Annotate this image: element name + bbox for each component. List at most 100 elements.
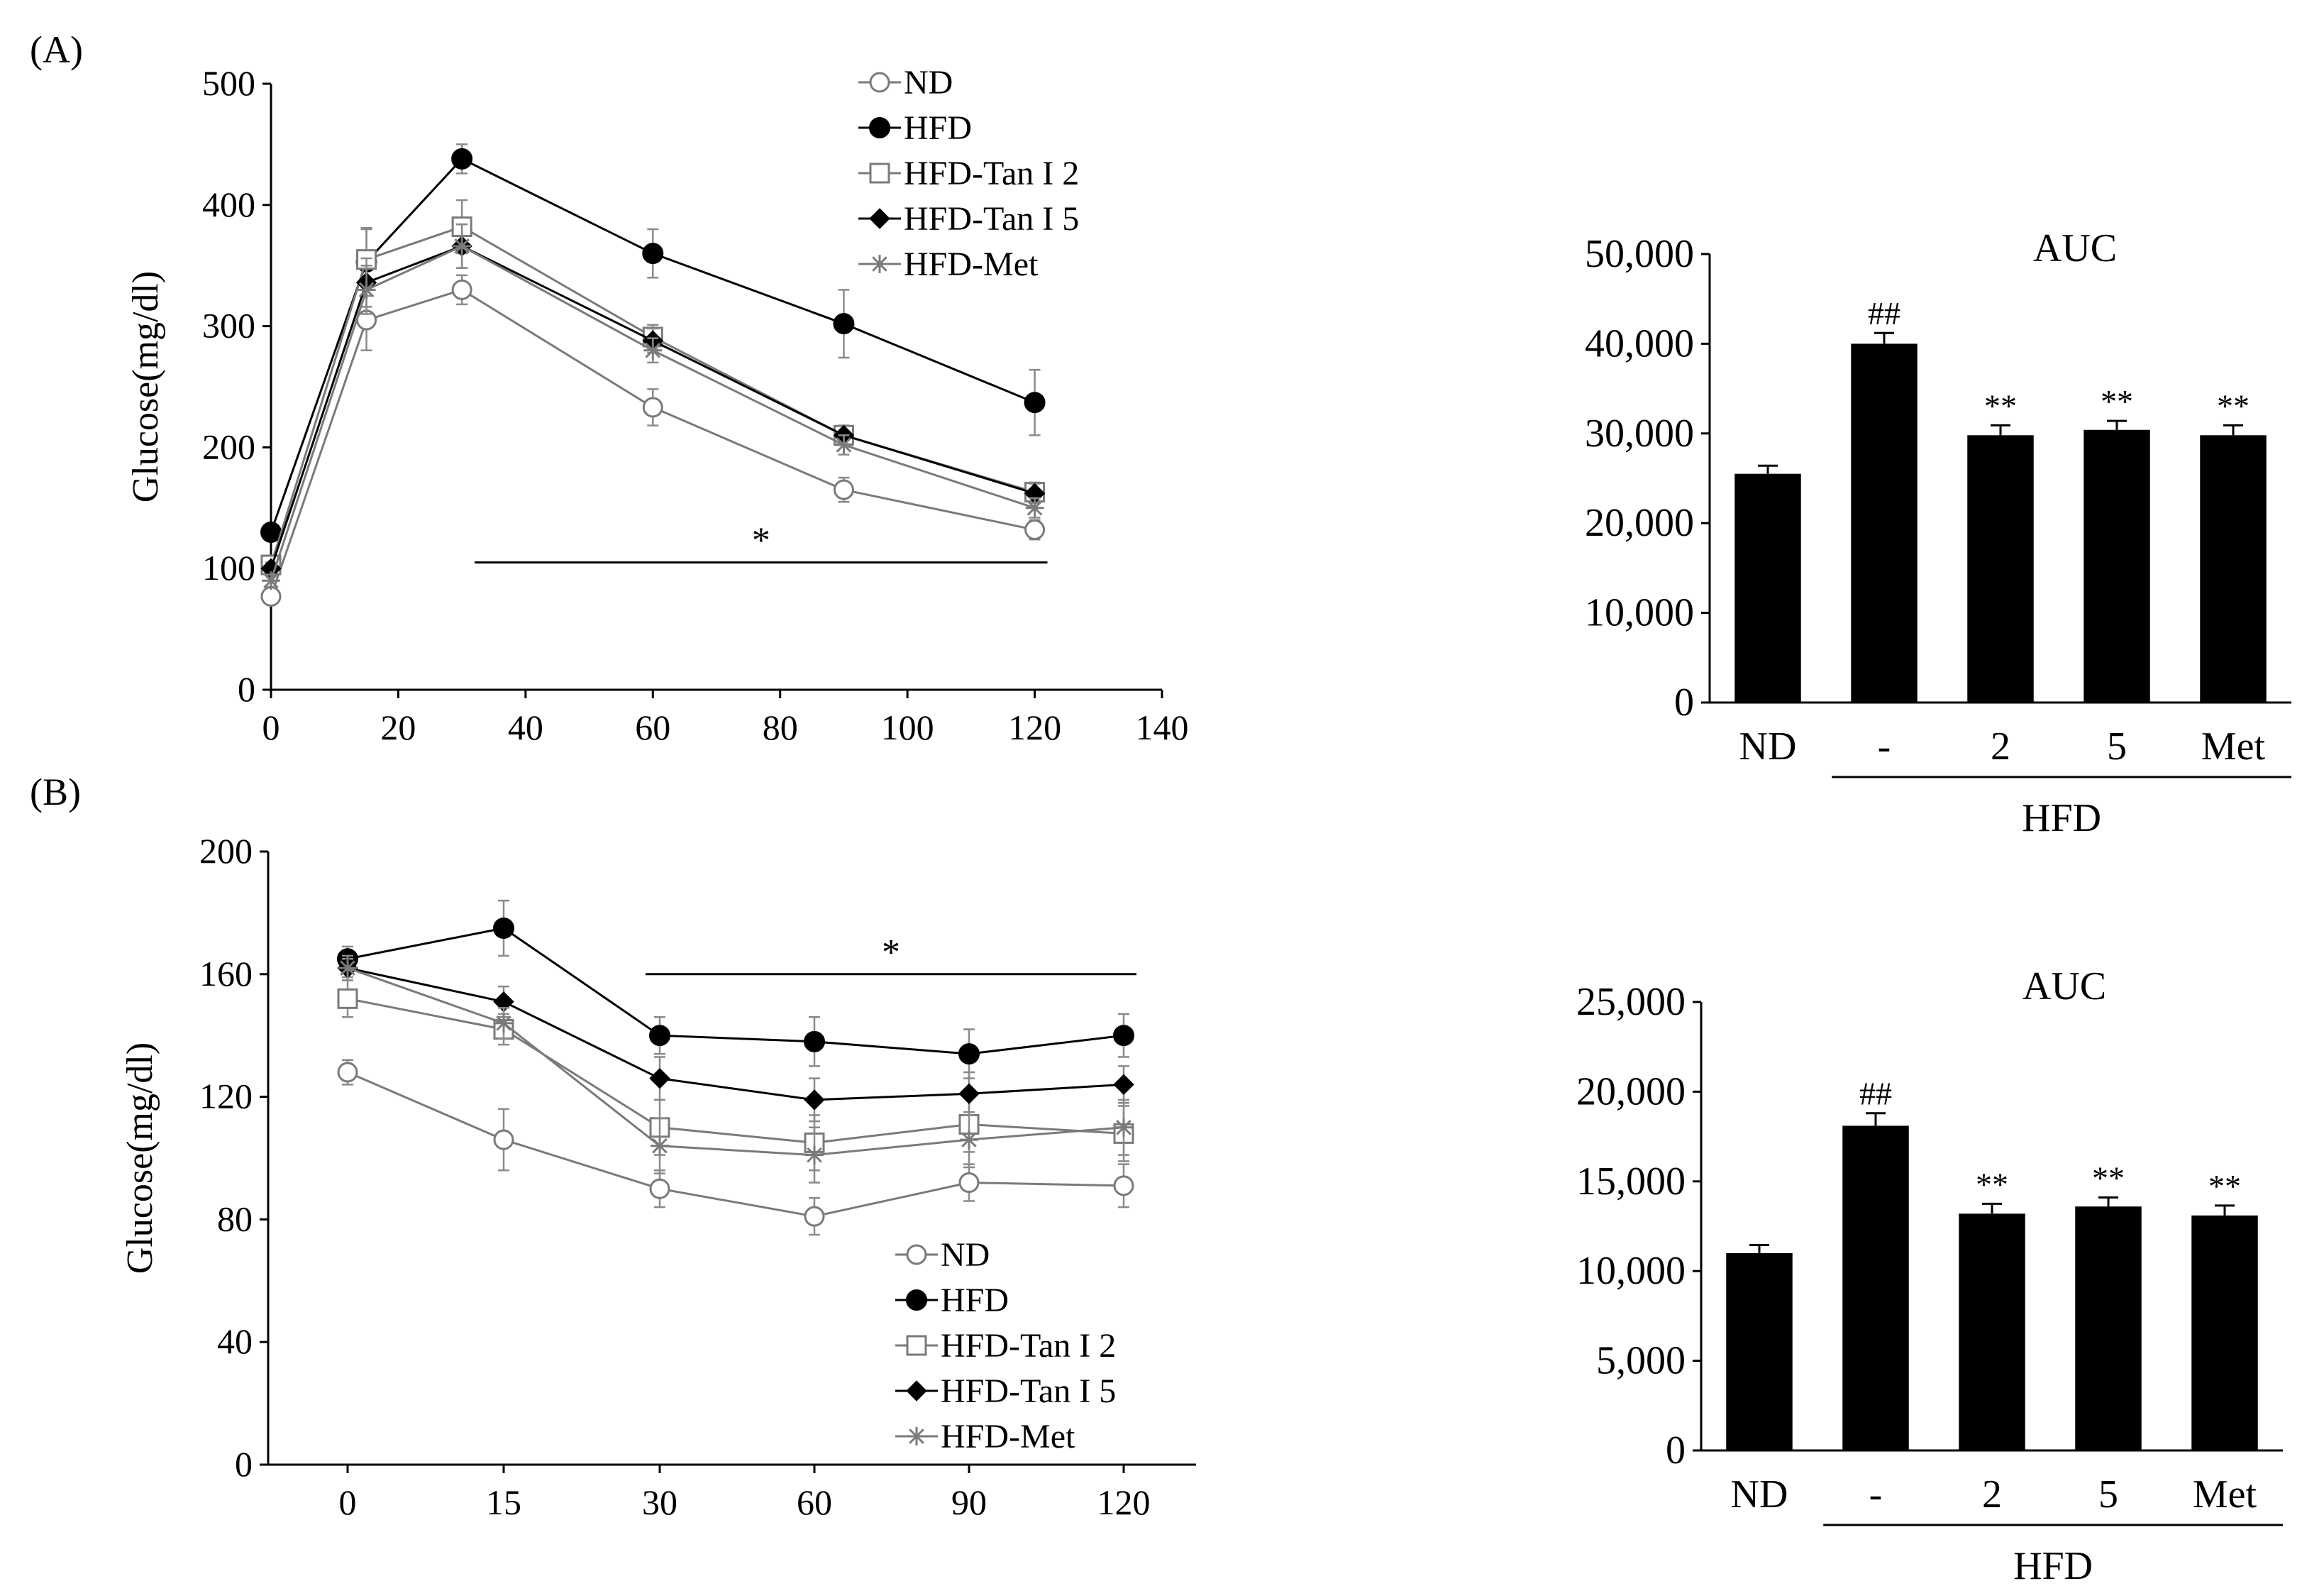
- x-tick-label: 60: [635, 707, 670, 747]
- data-point-hfd-met: [1114, 1118, 1133, 1137]
- data-point-hfd-met: [262, 571, 280, 590]
- x-tick-label: 20: [380, 707, 416, 747]
- data-point-nd: [337, 1062, 358, 1083]
- significance-mark: ##: [1859, 1076, 1892, 1112]
- series-line-hfd-met: [270, 245, 1036, 581]
- category-label: -: [1878, 725, 1891, 769]
- data-point-hfd: [493, 918, 514, 939]
- data-point-hfd-met: [960, 1130, 978, 1150]
- series-nd: [260, 274, 1046, 607]
- legend-marker-hfd-tan-i-2: [869, 163, 890, 184]
- data-point-hfd-met: [651, 1136, 669, 1155]
- y-tick-label: 0: [1666, 1428, 1686, 1472]
- data-point-hfd-met: [494, 1013, 513, 1032]
- data-point-hfd: [649, 1025, 670, 1047]
- series-line-hfd-tan-i-5: [270, 245, 1036, 569]
- chart-title: AUC: [2023, 964, 2106, 1008]
- y-tick-label: 40: [217, 1321, 253, 1361]
- data-point-nd: [642, 397, 663, 418]
- y-tick-label: 30,000: [1585, 412, 1694, 456]
- x-tick-label: 100: [881, 707, 934, 747]
- category-label: 5: [2107, 725, 2127, 769]
- category-label: -: [1869, 1472, 1883, 1516]
- y-tick-label: 200: [202, 426, 255, 466]
- legend-marker-hfd-tan-i-2: [906, 1335, 927, 1356]
- legend-label: HFD-Tan I 2: [941, 1327, 1116, 1365]
- legend-label: HFD-Tan I 5: [941, 1372, 1116, 1410]
- significance-mark: **: [2092, 1160, 2125, 1196]
- category-label: 5: [2098, 1472, 2118, 1516]
- legend-marker-hfd: [869, 117, 890, 138]
- bar-nd: [1734, 473, 1801, 703]
- data-point-hfd: [642, 243, 664, 265]
- error-bar: [2098, 1196, 2118, 1207]
- series-line-hfd-tan-i-5: [347, 967, 1124, 1101]
- bar-5: [2084, 429, 2150, 703]
- error-bar: [1758, 464, 1778, 474]
- bar-met: [2200, 435, 2267, 703]
- data-point-hfd-met: [338, 959, 357, 978]
- series-line-nd: [347, 1071, 1124, 1218]
- data-point-nd: [958, 1172, 980, 1194]
- data-point-nd: [1024, 519, 1046, 541]
- category-label: ND: [1739, 725, 1797, 769]
- bar-2: [1959, 1213, 2025, 1450]
- x-tick-label: 40: [508, 707, 543, 747]
- x-tick-label: 0: [262, 707, 280, 747]
- panel-label-a: (A): [30, 28, 83, 71]
- error-bar: [2215, 1204, 2235, 1216]
- y-tick-label: 10,000: [1576, 1249, 1686, 1293]
- category-label: 2: [1991, 725, 2010, 769]
- data-point-nd: [451, 279, 472, 300]
- legend-marker-nd: [906, 1244, 927, 1265]
- y-tick-label: 400: [202, 185, 255, 224]
- significance-mark: *: [882, 932, 900, 973]
- x-tick-label: 120: [1097, 1482, 1151, 1522]
- legend-marker-hfd-tan-i-5: [869, 208, 890, 229]
- data-point-hfd-met: [1025, 498, 1044, 517]
- series-hfd-met: [338, 954, 1133, 1184]
- panel-label-b: (B): [30, 771, 81, 813]
- y-tick-label: 0: [235, 1444, 253, 1484]
- y-tick-label: 160: [199, 954, 253, 993]
- error-bar: [1749, 1244, 1769, 1253]
- y-axis-label: Glucose(mg/dl): [120, 1042, 160, 1274]
- error-bar: [1982, 1202, 2002, 1214]
- error-bar: [1874, 331, 1894, 344]
- y-tick-label: 120: [199, 1076, 253, 1116]
- y-tick-label: 20,000: [1585, 501, 1694, 545]
- y-axis-label: Glucose(mg/dl): [126, 271, 166, 502]
- data-point-nd: [833, 479, 854, 500]
- y-tick-label: 5,000: [1596, 1339, 1686, 1383]
- chart-a-glucose-tolerance: 0 100 200 300 400 500 0 20 40 60 80 100 120 140 Glucos…: [126, 63, 1189, 747]
- data-point-hfd-met: [357, 280, 376, 299]
- y-tick-label: 300: [202, 306, 255, 346]
- y-tick-label: 10,000: [1585, 591, 1694, 635]
- series-line-hfd-met: [347, 967, 1124, 1157]
- data-point-hfd: [451, 148, 473, 170]
- y-tick-label: 500: [202, 63, 255, 103]
- x-tick-label: 140: [1136, 707, 1189, 747]
- chart-title: AUC: [2033, 226, 2117, 270]
- significance-mark: ##: [1868, 295, 1900, 331]
- bar-dash: [1851, 343, 1918, 703]
- series-hfd-tan-i-2: [337, 979, 1134, 1172]
- data-point-hfd-tan-i-5: [649, 1067, 670, 1089]
- data-point-hfd-tan-i-5: [1113, 1074, 1134, 1096]
- chart-a-auc-bars: 0 10,000 20,000 30,000 40,000 50,000 AUC ND ## - *…: [1585, 226, 2291, 840]
- significance-mark: *: [752, 521, 770, 561]
- category-label: 2: [1982, 1472, 2002, 1516]
- data-point-nd: [260, 585, 282, 607]
- y-tick-label: 200: [199, 831, 253, 871]
- y-tick-label: 15,000: [1576, 1160, 1686, 1204]
- legend-label: HFD-Met: [904, 246, 1039, 283]
- legend-label: HFD-Tan I 5: [904, 200, 1079, 238]
- legend-label: ND: [941, 1236, 990, 1274]
- legend-marker-hfd-tan-i-5: [906, 1380, 927, 1401]
- data-point-hfd: [833, 313, 855, 335]
- data-point-hfd: [804, 1030, 825, 1052]
- group-label: HFD: [2022, 796, 2101, 840]
- x-tick-label: 15: [486, 1482, 521, 1522]
- data-point-nd: [804, 1206, 825, 1227]
- series-line-nd: [270, 288, 1035, 597]
